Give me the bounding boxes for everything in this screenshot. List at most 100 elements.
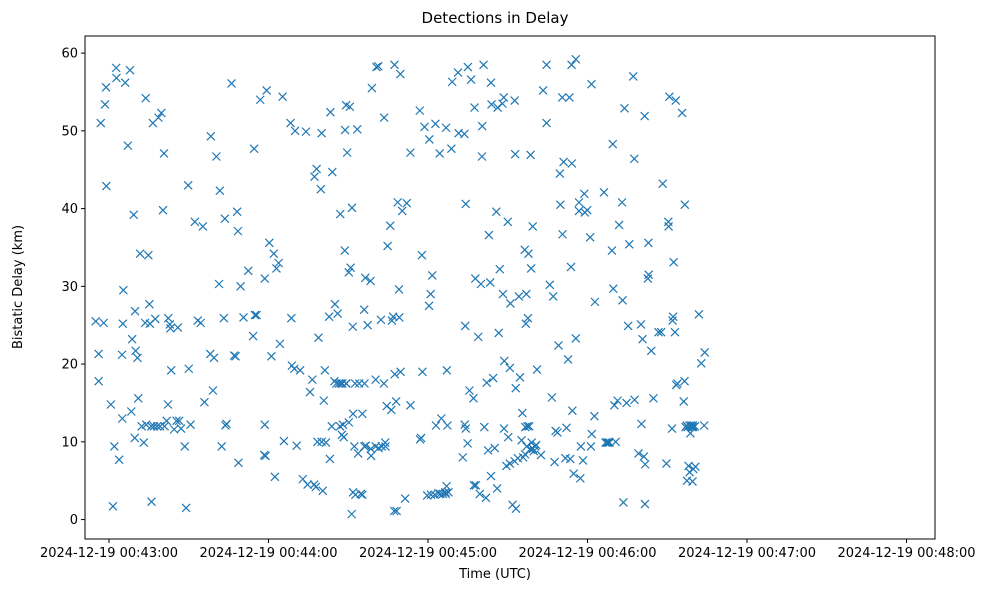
data-point [488,373,498,383]
data-point [186,420,196,430]
data-point [111,63,121,73]
data-point [389,506,399,516]
data-point [141,93,151,103]
data-point [461,199,471,209]
data-point [367,83,377,93]
data-point [311,482,321,492]
data-point [219,313,229,323]
data-point [366,444,376,454]
data-point [344,267,354,277]
data-point [490,443,500,453]
data-point [476,279,486,289]
data-point [143,250,153,260]
data-point [477,152,487,161]
data-point [460,321,470,331]
data-point [324,312,334,322]
data-point [172,416,181,426]
data-point [141,420,151,430]
data-point [579,189,589,199]
data-point [150,314,160,324]
data-point [608,139,618,149]
data-point [373,61,383,71]
data-point [442,481,452,491]
data-point [499,356,509,366]
data-point [380,438,390,448]
data-point [499,92,509,102]
data-point [366,451,376,461]
data-point [607,246,617,255]
data-point [567,406,577,416]
data-point [589,411,599,421]
data-point [461,424,471,434]
data-point [310,172,319,182]
data-point [349,442,359,451]
data-point [359,305,369,315]
data-point [215,186,225,196]
data-point [484,230,494,240]
data-point [262,85,272,95]
data-point [524,421,534,431]
x-axis: 2024-12-19 00:43:00 2024-12-19 00:44:00 20… [40,539,976,561]
data-point [180,442,190,451]
data-point [618,498,628,507]
y-axis-label: Bistatic Delay (km) [11,225,26,349]
data-point [469,480,479,490]
data-point [231,351,240,361]
data-point [133,393,143,403]
data-point [391,396,401,406]
data-point [353,449,363,458]
data-point [566,262,576,272]
data-point [278,92,288,102]
data-point [316,184,326,194]
data-point [515,372,525,382]
data-point [260,420,270,430]
data-point [470,103,479,112]
data-point [114,455,124,465]
data-point [483,445,493,455]
data-point [101,82,111,92]
data-point [691,462,700,472]
data-point [196,318,206,328]
data-point [144,299,154,309]
data-point [565,454,575,464]
data-point [239,313,248,322]
data-point [233,226,243,236]
data-point [147,497,156,507]
data-point [232,207,242,217]
data-point [526,264,536,273]
data-point [249,144,259,154]
data-point [303,480,313,490]
data-point [558,229,567,239]
data-point [337,379,347,388]
data-point [587,429,597,439]
data-point [420,122,429,132]
data-point [117,350,127,360]
data-point [658,179,668,189]
data-point [640,499,650,509]
data-point [609,400,619,410]
x-tick-label: 2024-12-19 00:47:00 [678,546,816,561]
data-point [582,205,592,215]
data-point [479,60,488,70]
data-point [270,472,280,482]
y-tick-label: 30 [61,280,78,295]
data-point [557,92,567,102]
data-point [342,148,352,158]
data-point [613,396,622,406]
data-point [555,169,565,179]
data-point [503,432,513,442]
data-point [126,407,136,416]
data-point [133,353,142,363]
data-point [532,365,542,374]
data-point [672,379,682,388]
data-point [214,279,224,289]
data-point [361,441,371,451]
x-tick-label: 2024-12-19 00:45:00 [359,546,497,561]
data-point [417,367,427,377]
x-tick-label: 2024-12-19 00:46:00 [518,546,656,561]
y-tick-label: 20 [61,358,78,373]
data-point [511,504,521,514]
data-point [379,379,389,388]
data-point [120,78,130,88]
